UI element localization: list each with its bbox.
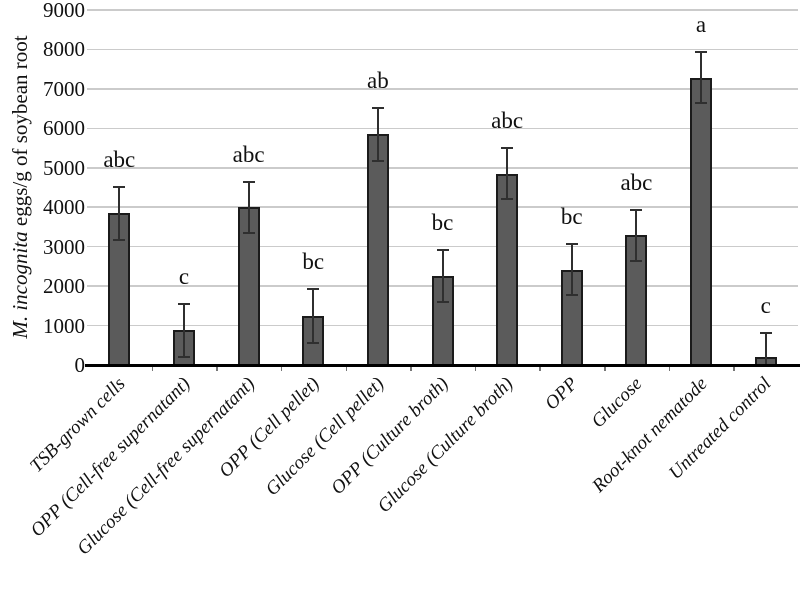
y-axis-tick-label: 2000: [43, 274, 85, 299]
significance-letter: bc: [560, 203, 583, 229]
gridline: [87, 167, 798, 169]
x-category-label: Glucose (Culture broth): [373, 373, 518, 518]
error-bar-cap-bottom: [501, 198, 514, 201]
y-axis-tick-label: 5000: [43, 155, 85, 180]
error-bar-cap-bottom: [177, 355, 190, 358]
error-bar-cap-bottom: [307, 341, 320, 344]
y-axis-tick-label: 9000: [43, 0, 85, 22]
error-bar-cap-bottom: [695, 102, 708, 105]
y-axis-tick-label: 4000: [43, 195, 85, 220]
y-axis-tick-label: 7000: [43, 76, 85, 101]
x-axis-tick: [410, 367, 412, 371]
x-category-label: Glucose (Cell pellet): [261, 373, 389, 501]
x-category-label: Glucose: [587, 373, 647, 433]
significance-letter: c: [760, 293, 771, 319]
y-axis-tick-label: 1000: [43, 313, 85, 338]
significance-letter: c: [178, 263, 190, 289]
error-bar-cap-top: [371, 106, 384, 109]
gridline: [87, 88, 798, 90]
error-bar-cap-bottom: [113, 238, 126, 241]
y-axis-tick-label: 8000: [43, 37, 85, 62]
significance-letter: ab: [367, 67, 389, 93]
bar: [496, 173, 519, 365]
significance-letter: abc: [103, 146, 136, 172]
error-bar-line: [635, 209, 638, 261]
gridline: [87, 127, 798, 130]
error-bar-line: [700, 52, 703, 104]
x-axis-tick: [539, 367, 541, 371]
y-axis-title-species: M. incognita: [8, 231, 32, 339]
x-axis-tick: [733, 367, 735, 371]
x-axis-tick: [216, 367, 218, 371]
y-axis-title: M. incognita eggs/g of soybean root: [5, 0, 35, 387]
error-bar-cap-bottom: [436, 301, 449, 304]
error-bar-line: [441, 250, 444, 303]
error-bar-cap-bottom: [565, 294, 578, 297]
error-bar-cap-top: [695, 51, 708, 54]
significance-letter: abc: [620, 169, 653, 195]
y-axis-tick-label: 6000: [43, 116, 85, 141]
x-axis-tick: [345, 367, 348, 371]
error-bar-cap-top: [565, 242, 578, 245]
x-axis-line: [85, 364, 800, 367]
gridline: [87, 206, 798, 208]
bar: [690, 77, 713, 365]
error-bar-line: [182, 303, 185, 357]
gridline: [87, 245, 798, 248]
x-axis-tick: [151, 367, 154, 371]
y-axis-tick-label: 3000: [43, 234, 85, 259]
error-bar-cap-top: [177, 302, 190, 305]
error-bar-line: [506, 148, 509, 200]
bar: [366, 134, 389, 365]
significance-letter: bc: [431, 210, 454, 236]
significance-letter: a: [695, 12, 707, 38]
gridline: [87, 48, 798, 51]
gridline: [87, 9, 798, 11]
error-bar-cap-top: [759, 332, 772, 335]
error-bar-line: [118, 186, 121, 240]
significance-letter: bc: [302, 248, 325, 274]
y-axis-tick-label: 0: [74, 353, 86, 377]
x-category-label: OPP (Culture broth): [327, 373, 453, 499]
significance-letter: abc: [232, 141, 265, 167]
error-bar-line: [312, 288, 315, 343]
x-axis-tick: [668, 367, 671, 371]
error-bar-cap-top: [242, 180, 255, 183]
x-category-label: Root-knot nematode: [587, 373, 712, 497]
error-bar-cap-top: [630, 208, 643, 211]
error-bar-cap-bottom: [371, 159, 384, 162]
error-bar-cap-top: [436, 249, 449, 252]
significance-letter: abc: [491, 108, 524, 134]
error-bar-cap-top: [501, 147, 514, 150]
error-bar-line: [247, 181, 250, 233]
y-axis-title-units: eggs/g of soybean root: [8, 35, 32, 232]
error-bar-cap-bottom: [630, 259, 643, 262]
error-bar-line: [376, 107, 379, 161]
error-bar-cap-top: [113, 185, 126, 188]
error-bar-cap-top: [307, 287, 320, 290]
x-axis-tick: [604, 367, 606, 371]
error-bar-line: [764, 333, 767, 365]
x-category-label: OPP: [540, 373, 582, 415]
x-axis-tick: [474, 367, 477, 371]
error-bar-cap-bottom: [242, 231, 255, 234]
error-bar-line: [570, 243, 573, 296]
x-axis-tick: [280, 367, 283, 371]
